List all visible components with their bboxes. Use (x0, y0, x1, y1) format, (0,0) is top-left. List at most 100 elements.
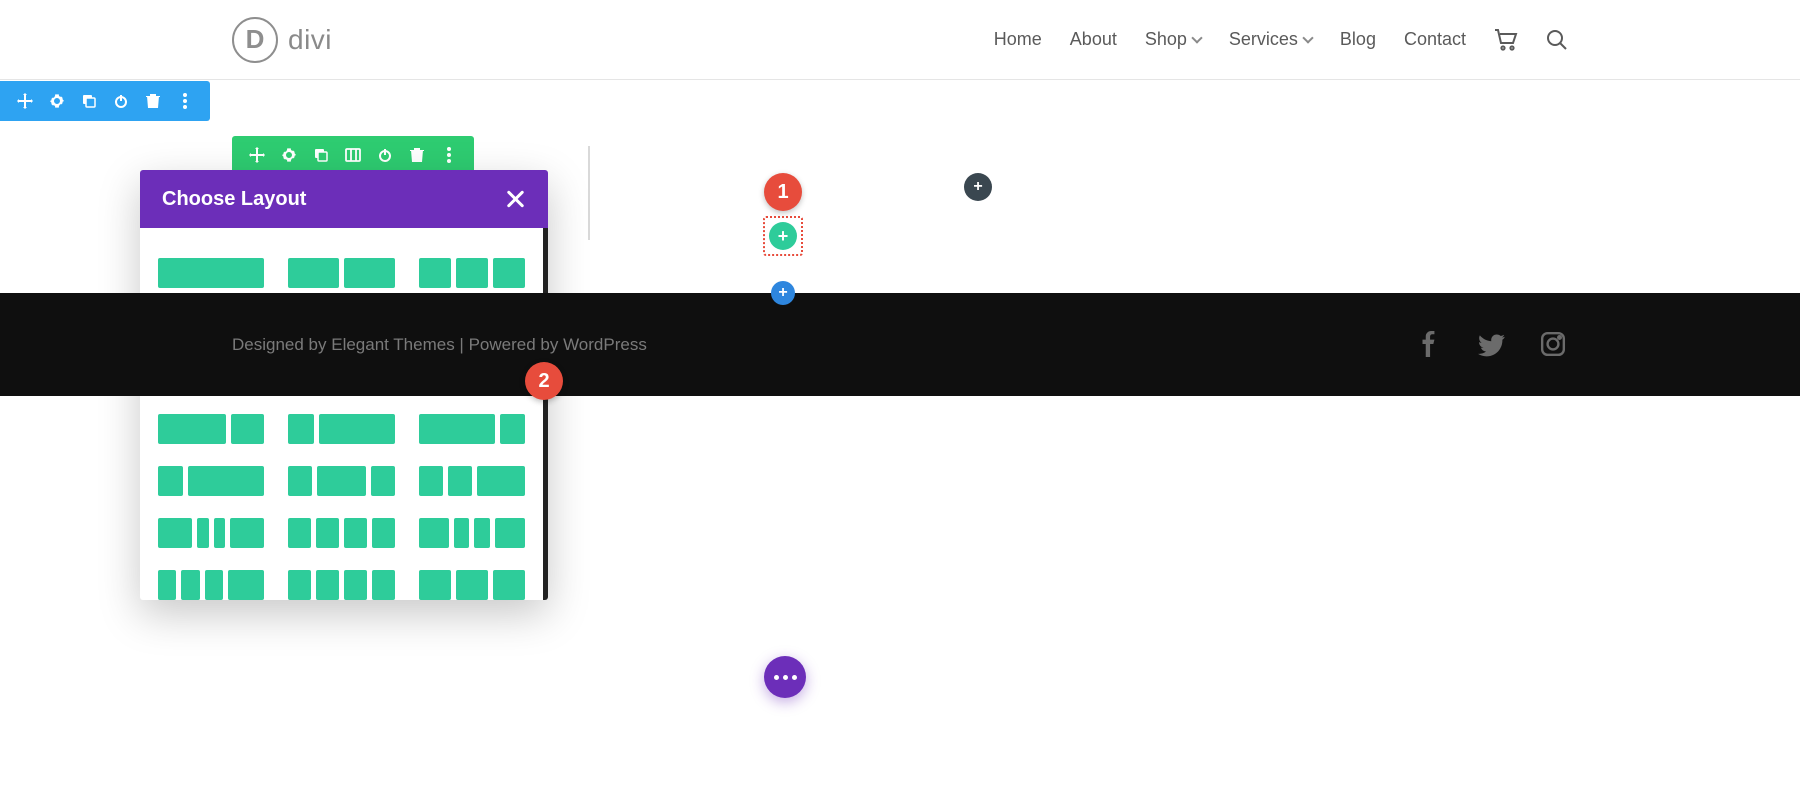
layout-column (419, 258, 451, 288)
layout-column (231, 414, 265, 444)
layout-column (158, 414, 226, 444)
layout-option[interactable] (288, 466, 394, 496)
layout-column (214, 518, 225, 548)
layout-column (316, 518, 339, 548)
move-icon[interactable] (16, 92, 34, 110)
logo-mark-icon: D (232, 17, 278, 63)
footer-social (1416, 331, 1568, 359)
instagram-icon[interactable] (1540, 331, 1568, 359)
layout-option[interactable] (288, 570, 394, 600)
layout-option[interactable] (158, 258, 264, 288)
move-icon[interactable] (248, 146, 266, 164)
layout-option[interactable] (419, 258, 525, 288)
layout-option[interactable] (158, 466, 264, 496)
layout-column (493, 258, 525, 288)
add-row-highlight: + (763, 216, 803, 256)
layout-column (288, 258, 339, 288)
layout-column (419, 570, 451, 600)
layout-column (372, 570, 395, 600)
layout-option[interactable] (288, 258, 394, 288)
layout-column (158, 570, 176, 600)
chevron-down-icon (1302, 32, 1313, 43)
facebook-icon[interactable] (1416, 331, 1444, 359)
header-right: Home About Shop Services Blog Contact (994, 29, 1568, 51)
layout-column (319, 414, 395, 444)
layout-column (288, 518, 311, 548)
layout-column (419, 466, 443, 496)
layout-column (158, 518, 192, 548)
power-icon[interactable] (112, 92, 130, 110)
nav-item-contact[interactable]: Contact (1404, 29, 1466, 50)
layout-column (288, 466, 312, 496)
layout-column (474, 518, 489, 548)
layout-column (344, 258, 395, 288)
layout-column (456, 570, 488, 600)
layout-column (493, 570, 525, 600)
gear-icon[interactable] (48, 92, 66, 110)
layout-column (316, 570, 339, 600)
layout-column (344, 570, 367, 600)
layout-column (454, 518, 469, 548)
search-icon[interactable] (1546, 29, 1568, 51)
layout-option[interactable] (419, 414, 525, 444)
add-row-button[interactable]: + (769, 222, 797, 250)
layout-option[interactable] (288, 518, 394, 548)
power-icon[interactable] (376, 146, 394, 164)
layout-column (228, 570, 265, 600)
duplicate-icon[interactable] (312, 146, 330, 164)
modal-header: Choose Layout (140, 170, 548, 228)
layout-column (230, 518, 264, 548)
layout-column (288, 570, 311, 600)
layout-column (419, 414, 495, 444)
layout-option[interactable] (158, 570, 264, 600)
annotation-badge-1: 1 (764, 173, 802, 211)
layout-option[interactable] (419, 466, 525, 496)
cart-icon[interactable] (1494, 29, 1518, 51)
add-section-button[interactable]: + (771, 281, 795, 305)
nav-item-label: Home (994, 29, 1042, 50)
site-header: D divi Home About Shop Services Blog Contact (0, 0, 1800, 80)
row-toolbar (232, 136, 474, 174)
duplicate-icon[interactable] (80, 92, 98, 110)
layout-column (158, 258, 264, 288)
layout-column (419, 518, 449, 548)
more-icon[interactable] (440, 146, 458, 164)
gear-icon[interactable] (280, 146, 298, 164)
twitter-icon[interactable] (1478, 331, 1506, 359)
nav-item-home[interactable]: Home (994, 29, 1042, 50)
layout-column (448, 466, 472, 496)
logo[interactable]: D divi (232, 17, 332, 63)
layout-option[interactable] (158, 518, 264, 548)
columns-icon[interactable] (344, 146, 362, 164)
nav-item-about[interactable]: About (1070, 29, 1117, 50)
add-module-button[interactable]: + (964, 173, 992, 201)
trash-icon[interactable] (408, 146, 426, 164)
layout-column (317, 466, 365, 496)
close-icon[interactable] (504, 188, 526, 210)
layout-column (344, 518, 367, 548)
layout-column (477, 466, 525, 496)
nav-item-services[interactable]: Services (1229, 29, 1312, 50)
column-divider (588, 146, 590, 240)
nav-item-blog[interactable]: Blog (1340, 29, 1376, 50)
layout-column (495, 518, 525, 548)
layout-option[interactable] (419, 570, 525, 600)
layout-option[interactable] (158, 414, 264, 444)
layout-option[interactable] (419, 518, 525, 548)
layout-column (205, 570, 223, 600)
trash-icon[interactable] (144, 92, 162, 110)
nav-item-shop[interactable]: Shop (1145, 29, 1201, 50)
layout-column (197, 518, 208, 548)
builder-fab-button[interactable] (764, 656, 806, 698)
layout-column (288, 414, 313, 444)
layout-column (372, 518, 395, 548)
nav-links: Home About Shop Services Blog Contact (994, 29, 1466, 50)
nav-item-label: Blog (1340, 29, 1376, 50)
logo-text: divi (288, 24, 332, 56)
more-icon[interactable] (176, 92, 194, 110)
layout-option[interactable] (288, 414, 394, 444)
annotation-badge-2: 2 (525, 362, 563, 400)
layout-column (500, 414, 525, 444)
layout-column (181, 570, 199, 600)
nav-item-label: Contact (1404, 29, 1466, 50)
